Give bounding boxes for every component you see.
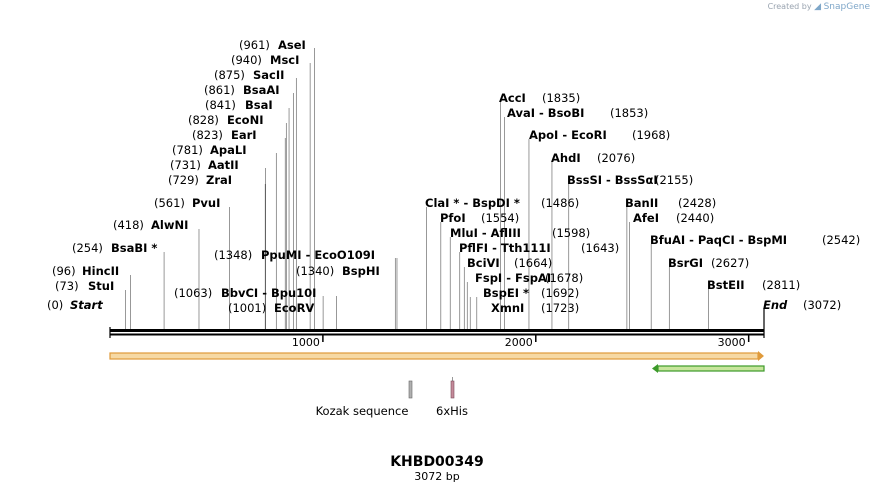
cut-site-pos-avai: (1853) <box>610 106 648 120</box>
cut-site-pos-apali: (781) <box>172 143 203 157</box>
cut-site-pos-msci: (940) <box>231 53 262 67</box>
cut-site-pos-bfuai: (2542) <box>822 233 860 247</box>
kozak-sequence-label: Kozak sequence <box>316 404 409 418</box>
cut-site-name-econi[interactable]: EcoNI <box>227 113 263 127</box>
cut-site-pos-bspei: (1692) <box>541 286 579 300</box>
tick-label-2000: 2000 <box>505 336 533 349</box>
cut-site-pos-xmni: (1723) <box>541 301 579 315</box>
cut-site-name-bbvci[interactable]: BbvCI - Bpu10I <box>221 286 316 300</box>
cut-site-name-asei[interactable]: AseI <box>278 38 306 52</box>
cut-site-pos-aatii: (731) <box>170 158 201 172</box>
cut-site-name-bsphi[interactable]: BspHI <box>342 264 380 278</box>
cut-site-pos-bsabi: (254) <box>72 241 103 255</box>
cut-site-pos-zrai: (729) <box>168 173 199 187</box>
cut-site-name-ppumi[interactable]: PpuMI - EcoO109I <box>261 248 375 262</box>
brand-credit: Created by ◢ SnapGene <box>768 2 870 12</box>
start-pos: (0) <box>47 298 63 312</box>
cut-site-name-aatii[interactable]: AatII <box>208 158 239 172</box>
cut-site-pos-ecorv: (1001) <box>228 301 266 315</box>
cut-site-name-mlui[interactable]: MluI - AflIII <box>450 226 521 240</box>
cut-site-name-bsabi[interactable]: BsaBI * <box>111 241 157 255</box>
snapgene-logo-icon: ◢ <box>814 2 822 12</box>
sequence-backbone[interactable] <box>110 329 764 336</box>
cut-site-name-bfuai[interactable]: BfuAI - PaqCI - BspMI <box>650 233 787 247</box>
cut-site-pos-bsaai: (861) <box>204 83 235 97</box>
cut-site-pos-mlui: (1598) <box>552 226 590 240</box>
map-title: KHBD00349 <box>390 454 484 470</box>
tick-label-3000: 3000 <box>718 336 746 349</box>
cut-site-name-clai[interactable]: ClaI * - BspDI * <box>425 196 520 210</box>
cut-site-labels: (73) StuI (96) HincII (254) BsaBI * (418) AlwNI… <box>47 38 860 315</box>
green-feature-arrow[interactable] <box>652 364 765 373</box>
cut-site-pos-acci: (1835) <box>542 91 580 105</box>
cut-site-name-ahdi[interactable]: AhdI <box>551 151 581 165</box>
cut-site-name-msci[interactable]: MscI <box>270 53 299 67</box>
start-label: Start <box>70 298 103 312</box>
cut-site-name-stui[interactable]: StuI <box>88 279 114 293</box>
cut-site-pos-bsteii: (2811) <box>762 278 800 292</box>
cut-site-pos-afei: (2440) <box>676 211 714 225</box>
cut-site-name-hincii[interactable]: HincII <box>82 264 119 278</box>
cut-site-name-bsai[interactable]: BsaI <box>245 98 273 112</box>
orange-feature-arrow[interactable] <box>109 351 764 361</box>
cut-site-pos-pflfi: (1643) <box>581 241 619 255</box>
cut-site-name-bspei[interactable]: BspEI * <box>483 286 529 300</box>
cut-site-name-zrai[interactable]: ZraI <box>206 173 232 187</box>
cut-site-name-bsssi[interactable]: BssSI - BssSαI <box>567 173 658 187</box>
cut-site-name-xmni[interactable]: XmnI <box>491 301 524 315</box>
cut-site-pos-apoi: (1968) <box>632 128 670 142</box>
ruler-ticks: 1000 2000 3000 <box>109 308 765 349</box>
cut-site-pos-alwni: (418) <box>113 218 144 232</box>
cut-site-name-pvui[interactable]: PvuI <box>192 196 220 210</box>
cut-site-leaders <box>125 48 709 329</box>
kozak-sequence-feature[interactable]: Kozak sequence <box>316 380 413 418</box>
6xhis-label: 6xHis <box>436 404 468 418</box>
cut-site-pos-econi: (828) <box>188 113 219 127</box>
cut-site-name-bsteii[interactable]: BstEII <box>707 278 745 292</box>
cut-site-name-bsrgi[interactable]: BsrGI <box>668 256 703 270</box>
map-length: 3072 bp <box>414 470 459 483</box>
cut-site-pos-bsrgi: (2627) <box>711 256 749 270</box>
6xhis-feature[interactable]: 6xHis <box>436 377 468 418</box>
cut-site-pos-ppumi: (1348) <box>214 248 252 262</box>
cut-site-name-apali[interactable]: ApaLI <box>210 143 247 157</box>
cut-site-pos-stui: (73) <box>55 279 79 293</box>
cut-site-name-acci[interactable]: AccI <box>499 91 526 105</box>
end-label: End <box>763 298 788 312</box>
cut-site-pos-bcivi: (1664) <box>514 256 552 270</box>
end-pos: (3072) <box>803 298 841 312</box>
cut-site-name-eari[interactable]: EarI <box>231 128 257 142</box>
cut-site-name-banii[interactable]: BanII <box>625 196 658 210</box>
cut-site-pos-eari: (823) <box>192 128 223 142</box>
cut-site-pos-fspi: (1678) <box>545 271 583 285</box>
cut-site-name-apoi[interactable]: ApoI - EcoRI <box>529 128 607 142</box>
cut-site-name-pflfi[interactable]: PflFI - Tth111I <box>459 241 551 255</box>
cut-site-pos-sacii: (875) <box>214 68 245 82</box>
cut-site-name-sacii[interactable]: SacII <box>253 68 284 82</box>
cut-site-pos-asei: (961) <box>239 38 270 52</box>
cut-site-name-pfoi[interactable]: PfoI <box>440 211 466 225</box>
cut-site-pos-bsssi: (2155) <box>655 173 693 187</box>
cut-site-pos-pvui: (561) <box>154 196 185 210</box>
cut-site-name-fspi[interactable]: FspI - FspAI <box>475 271 551 285</box>
brand-name: SnapGene <box>823 2 870 12</box>
cut-site-pos-bbvci: (1063) <box>174 286 212 300</box>
cut-site-name-afei[interactable]: AfeI <box>633 211 659 225</box>
cut-site-pos-pfoi: (1554) <box>481 211 519 225</box>
cut-site-pos-clai: (1486) <box>541 196 579 210</box>
cut-site-name-bcivi[interactable]: BciVI <box>467 256 500 270</box>
cut-site-pos-bsai: (841) <box>205 98 236 112</box>
cut-site-name-bsaai[interactable]: BsaAI <box>243 83 280 97</box>
cut-site-pos-hincii: (96) <box>52 264 76 278</box>
cut-site-pos-banii: (2428) <box>678 196 716 210</box>
cut-site-pos-ahdi: (2076) <box>597 151 635 165</box>
brand-prefix: Created by <box>767 2 812 11</box>
cut-site-name-alwni[interactable]: AlwNI <box>151 218 188 232</box>
cut-site-name-ecorv[interactable]: EcoRV <box>274 301 314 315</box>
tick-label-1000: 1000 <box>292 336 320 349</box>
cut-site-name-avai[interactable]: AvaI - BsoBI <box>507 106 584 120</box>
cut-site-pos-bsphi: (1340) <box>296 264 334 278</box>
